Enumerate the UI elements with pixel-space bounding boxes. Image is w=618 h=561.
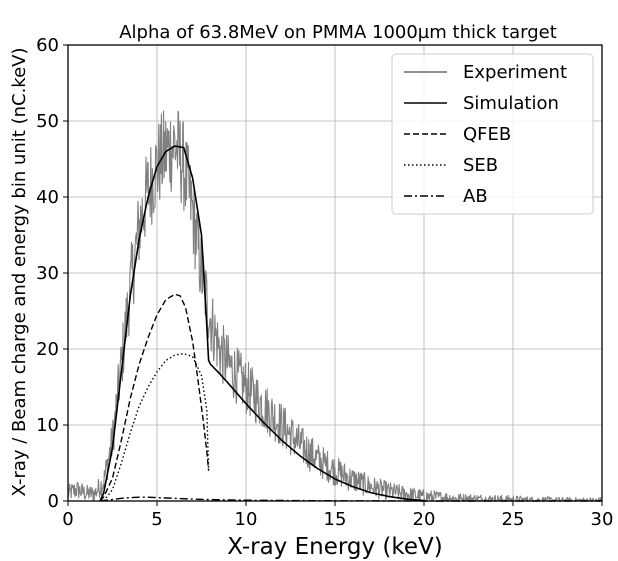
legend: Experiment Simulation QFEB SEB AB [391,53,594,215]
y-axis-label: X-ray / Beam charge and energy bin unit … [9,48,30,497]
legend-box [391,53,594,215]
y-tick-label: 40 [36,187,59,208]
x-tick-label: 25 [502,509,525,530]
y-tick-label: 20 [36,339,59,360]
ticks: 0 5 10 15 20 25 30 0 10 20 30 40 50 60 [36,35,613,530]
x-tick-label: 10 [235,509,258,530]
y-tick-label: 0 [48,491,59,512]
x-tick-label: 15 [324,509,347,530]
y-tick-label: 60 [36,35,59,56]
y-tick-label: 10 [36,415,59,436]
legend-label-simulation: Simulation [463,93,559,114]
series-line-simulation [99,145,425,502]
x-axis-label: X-ray Energy (keV) [227,534,443,560]
y-tick-label: 50 [36,111,59,132]
legend-label-ab: AB [463,186,488,207]
x-tick-label: 20 [413,509,436,530]
legend-label-qfeb: QFEB [463,124,511,145]
x-tick-label: 30 [591,509,614,530]
x-tick-label: 5 [151,509,162,530]
x-tick-label: 0 [62,509,73,530]
y-tick-label: 30 [36,263,59,284]
series-line-qfeb [99,293,210,502]
legend-label-experiment: Experiment [463,62,567,83]
legend-label-seb: SEB [463,155,498,176]
series-line-seb [103,352,210,502]
chart-title: Alpha of 63.8MeV on PMMA 1000µm thick ta… [119,22,557,43]
